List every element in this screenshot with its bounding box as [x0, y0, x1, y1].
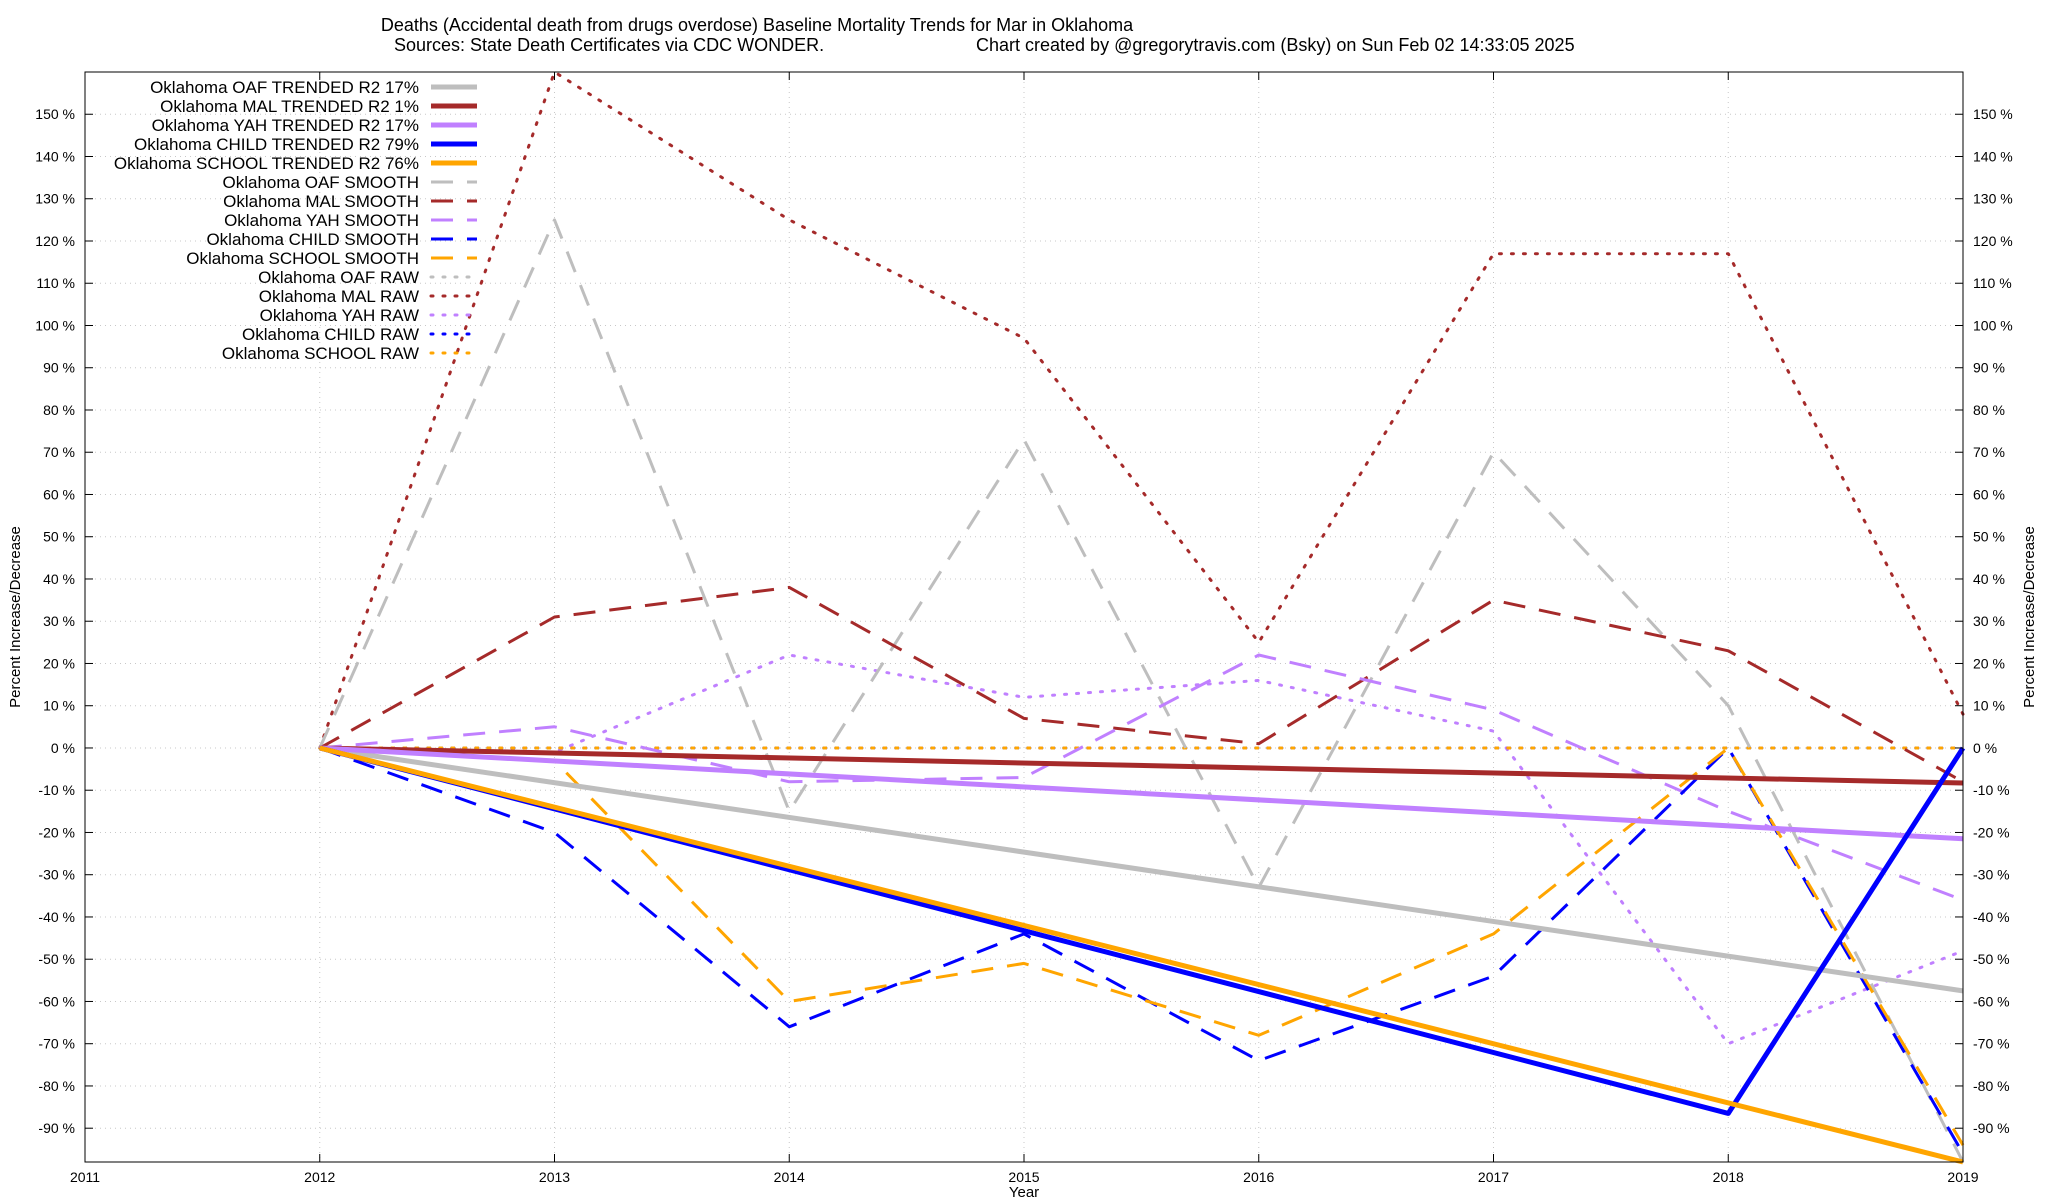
y-tick-label-right: -40 %	[1973, 909, 2010, 925]
y-tick-label-right: -90 %	[1973, 1120, 2010, 1136]
y-tick-label-left: -20 %	[38, 824, 75, 840]
y-tick-label-right: -60 %	[1973, 993, 2010, 1009]
y-tick-label-right: 50 %	[1973, 529, 2005, 545]
y-tick-label-right: 110 %	[1973, 275, 2012, 291]
legend-label: Oklahoma SCHOOL SMOOTH	[186, 249, 419, 268]
y-tick-label-left: 100 %	[35, 317, 75, 333]
y-tick-label-left: 120 %	[35, 233, 75, 249]
y-tick-label-left: -80 %	[38, 1078, 75, 1094]
y-tick-label-left: 0 %	[51, 740, 75, 756]
y-tick-label-right: 10 %	[1973, 698, 2005, 714]
y-tick-label-right: 30 %	[1973, 613, 2005, 629]
legend-label: Oklahoma MAL TRENDED R2 1%	[160, 97, 419, 116]
legend-label: Oklahoma YAH TRENDED R2 17%	[152, 116, 419, 135]
legend-label: Oklahoma YAH RAW	[260, 306, 419, 325]
x-tick-label: 2019	[1947, 1169, 1978, 1185]
x-tick-label: 2015	[1008, 1169, 1039, 1185]
y-tick-label-left: 60 %	[43, 486, 75, 502]
y-tick-label-left: 20 %	[43, 655, 75, 671]
series-line-oklahoma-mal-raw	[318, 70, 1965, 750]
series-line-oklahoma-child-smooth	[319, 746, 1965, 1155]
y-tick-label-left: 70 %	[43, 444, 75, 460]
y-tick-label-left: 10 %	[43, 698, 75, 714]
chart-subtitle-sources: Sources: State Death Certificates via CD…	[394, 35, 824, 55]
y-tick-label-right: -70 %	[1973, 1036, 2010, 1052]
axis-ticks: 150 % 150 % 140 % 140 % 130 % 130 % 120 % 120 %…	[35, 72, 2013, 1185]
y-tick-label-left: 80 %	[43, 402, 75, 418]
legend-label: Oklahoma SCHOOL TRENDED R2 76%	[114, 154, 419, 173]
y-tick-label-right: -10 %	[1973, 782, 2010, 798]
y-tick-label-left: -10 %	[38, 782, 75, 798]
y-tick-label-left: -50 %	[38, 951, 75, 967]
legend-label: Oklahoma CHILD SMOOTH	[206, 230, 419, 249]
y-tick-label-left: 150 %	[35, 106, 75, 122]
y-tick-label-right: 0 %	[1973, 740, 1997, 756]
y-tick-label-right: 90 %	[1973, 360, 2005, 376]
legend-label: Oklahoma OAF SMOOTH	[223, 173, 419, 192]
y-axis-label-right: Percent Increase/Decrease	[2021, 526, 2038, 708]
legend: Oklahoma OAF TRENDED R2 17%Oklahoma MAL …	[114, 78, 479, 363]
y-tick-label-left: 40 %	[43, 571, 75, 587]
x-tick-label: 2016	[1243, 1169, 1274, 1185]
legend-label: Oklahoma CHILD TRENDED R2 79%	[134, 135, 419, 154]
x-tick-label: 2018	[1713, 1169, 1744, 1185]
series-line-oklahoma-yah-smooth	[319, 653, 1964, 902]
legend-label: Oklahoma OAF TRENDED R2 17%	[150, 78, 419, 97]
y-tick-label-right: -30 %	[1973, 867, 2010, 883]
y-tick-label-right: 150 %	[1973, 106, 2013, 122]
y-tick-label-right: 130 %	[1973, 191, 2013, 207]
y-tick-label-right: 120 %	[1973, 233, 2013, 249]
x-tick-label: 2012	[304, 1169, 335, 1185]
y-tick-label-right: -50 %	[1973, 951, 2010, 967]
series-line-oklahoma-yah-trended-r2-17	[319, 745, 1964, 842]
legend-label: Oklahoma CHILD RAW	[242, 325, 419, 344]
y-tick-label-right: 80 %	[1973, 402, 2005, 418]
x-axis-label: Year	[1009, 1184, 1039, 1200]
x-tick-label: 2017	[1478, 1169, 1509, 1185]
x-tick-label: 2014	[774, 1169, 805, 1185]
legend-label: Oklahoma MAL SMOOTH	[223, 192, 419, 211]
series-lines	[318, 70, 1966, 1165]
y-tick-label-left: -30 %	[38, 867, 75, 883]
series-line-oklahoma-oaf-smooth	[318, 218, 1965, 1163]
x-tick-label: 2013	[539, 1169, 570, 1185]
y-tick-label-left: -90 %	[38, 1120, 75, 1136]
x-tick-label: 2011	[70, 1169, 100, 1185]
chart-subtitle-credit: Chart created by @gregorytravis.com (Bsk…	[976, 35, 1575, 55]
y-tick-label-left: 90 %	[43, 360, 75, 376]
legend-label: Oklahoma SCHOOL RAW	[222, 344, 419, 363]
y-tick-label-right: 140 %	[1973, 148, 2013, 164]
chart-title: Deaths (Accidental death from drugs over…	[381, 15, 1134, 35]
y-tick-label-left: 110 %	[36, 275, 75, 291]
y-tick-label-right: 40 %	[1973, 571, 2005, 587]
y-tick-label-right: 70 %	[1973, 444, 2005, 460]
series-line-oklahoma-yah-raw	[318, 653, 1965, 1046]
series-line-oklahoma-school-trended-r2-76	[319, 745, 1964, 1165]
y-tick-label-left: -60 %	[38, 993, 75, 1009]
y-tick-label-left: 130 %	[35, 191, 75, 207]
legend-label: Oklahoma YAH SMOOTH	[224, 211, 419, 230]
y-tick-label-right: 100 %	[1973, 317, 2013, 333]
legend-label: Oklahoma MAL RAW	[259, 287, 419, 306]
series-line-oklahoma-mal-trended-r2-1	[319, 745, 1964, 786]
legend-label: Oklahoma OAF RAW	[258, 268, 419, 287]
y-tick-label-left: 30 %	[43, 613, 75, 629]
y-tick-label-right: -80 %	[1973, 1078, 2010, 1094]
y-tick-label-left: -70 %	[38, 1036, 75, 1052]
y-tick-label-left: 140 %	[35, 148, 75, 164]
y-tick-label-right: 20 %	[1973, 655, 2005, 671]
y-axis-label-left: Percent Increase/Decrease	[7, 526, 24, 708]
series-line-oklahoma-oaf-trended-r2-17	[319, 745, 1964, 994]
series-line-oklahoma-mal-smooth	[319, 585, 1964, 784]
series-line-oklahoma-child-trended-r2-79	[319, 745, 1966, 1116]
y-tick-label-left: -40 %	[38, 909, 75, 925]
y-tick-label-left: 50 %	[43, 529, 75, 545]
y-tick-label-right: -20 %	[1973, 824, 2010, 840]
y-tick-label-right: 60 %	[1973, 486, 2005, 502]
